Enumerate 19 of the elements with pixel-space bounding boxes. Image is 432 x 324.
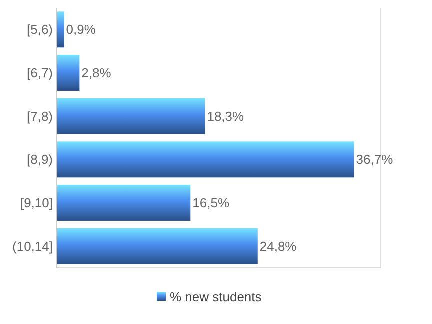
y-tick-label: [5,6)	[26, 22, 53, 38]
y-tick-label: [9,10]	[20, 196, 53, 211]
y-tick-label: [7,8)	[26, 108, 53, 124]
bar	[57, 228, 258, 264]
legend-label: % new students	[170, 290, 262, 305]
bar	[57, 55, 80, 91]
data-label: 18,3%	[207, 108, 245, 124]
bar	[57, 12, 64, 48]
bar	[57, 142, 354, 178]
y-tick-label: (10,14]	[12, 238, 53, 254]
bar	[57, 185, 191, 221]
data-label: 36,7%	[356, 152, 394, 168]
data-label: 0,9%	[66, 22, 96, 38]
data-label: 24,8%	[260, 238, 298, 254]
bar	[57, 98, 206, 134]
data-label: 2,8%	[82, 66, 112, 81]
data-label: 16,5%	[192, 196, 230, 211]
y-tick-label: [6,7)	[26, 66, 53, 81]
y-tick-label: [8,9)	[26, 152, 53, 168]
